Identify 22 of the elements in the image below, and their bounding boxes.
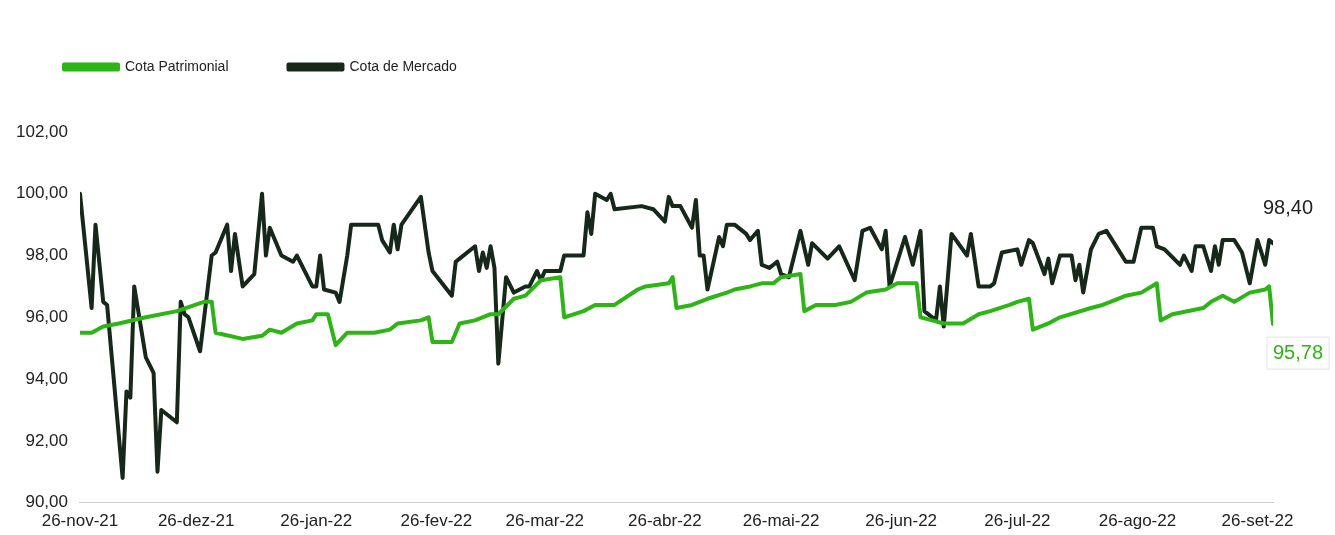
- y-tick-label: 94,00: [25, 368, 68, 388]
- x-tick-label: 26-jan-22: [280, 511, 353, 531]
- x-tick-label: 26-jul-22: [984, 511, 1051, 531]
- x-tick-label: 26-jun-22: [865, 511, 938, 531]
- x-tick-label: 26-dez-21: [157, 511, 235, 531]
- x-tick-label: 26-mai-22: [742, 511, 820, 531]
- x-tick-label: 26-mar-22: [505, 511, 585, 531]
- x-tick-label: 26-abr-22: [628, 511, 702, 531]
- y-tick-label: 96,00: [25, 306, 68, 326]
- x-tick-label: 26-nov-21: [41, 511, 119, 531]
- y-tick-label: 92,00: [25, 430, 68, 450]
- y-tick-label: 100,00: [16, 183, 68, 203]
- x-tick-label: 26-ago-22: [1098, 511, 1177, 531]
- y-tick-label: 102,00: [16, 121, 68, 141]
- x-tick-label: 26-set-22: [1221, 511, 1294, 531]
- y-tick-label: 90,00: [25, 492, 68, 512]
- x-tick-label: 26-fev-22: [400, 511, 473, 531]
- annotation: 98,40: [1263, 195, 1314, 218]
- legend-label: Cota Patrimonial: [125, 57, 229, 74]
- annotation: 95,78: [1273, 340, 1324, 363]
- y-tick-label: 98,00: [25, 245, 68, 265]
- legend-label: Cota de Mercado: [349, 57, 458, 74]
